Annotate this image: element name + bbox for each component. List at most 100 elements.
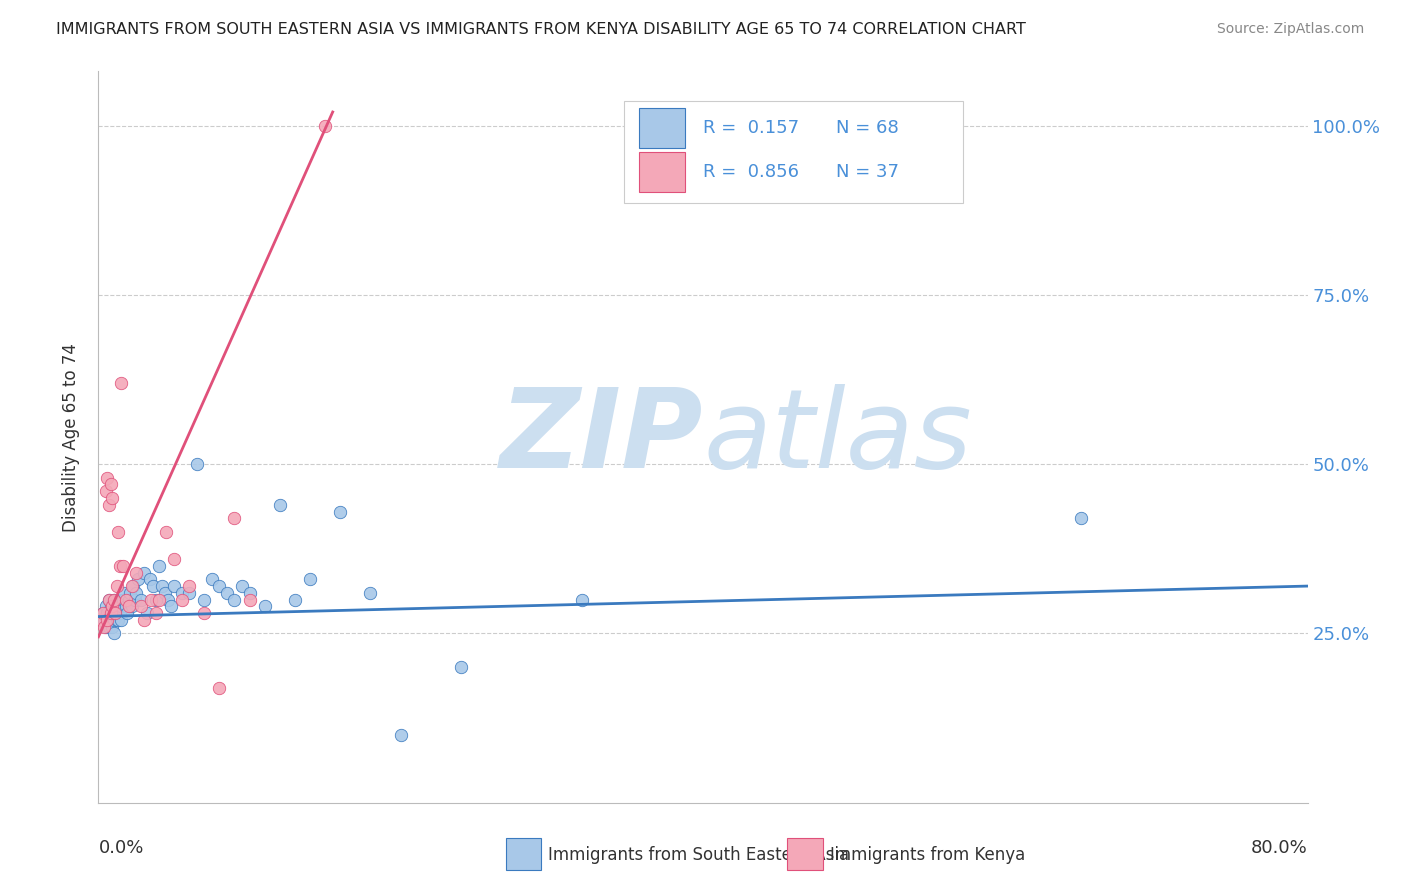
Point	[121, 579, 143, 593]
Point	[96, 471, 118, 485]
Point	[107, 524, 129, 539]
Point	[104, 599, 127, 614]
Text: N = 37: N = 37	[837, 163, 898, 181]
Point	[231, 579, 253, 593]
Point	[93, 613, 115, 627]
Point	[101, 620, 124, 634]
Point	[148, 592, 170, 607]
Point	[108, 558, 131, 573]
Text: 80.0%: 80.0%	[1251, 839, 1308, 857]
Point	[110, 599, 132, 614]
Point	[94, 620, 117, 634]
Text: Immigrants from South Eastern Asia: Immigrants from South Eastern Asia	[548, 846, 849, 863]
Point	[450, 660, 472, 674]
Text: Immigrants from Kenya: Immigrants from Kenya	[830, 846, 1025, 863]
Point	[90, 613, 112, 627]
Point	[100, 613, 122, 627]
Text: ZIP: ZIP	[499, 384, 703, 491]
Point	[163, 579, 186, 593]
Point	[360, 586, 382, 600]
Point	[224, 592, 246, 607]
Point	[104, 606, 127, 620]
Point	[101, 491, 124, 505]
Point	[103, 613, 125, 627]
Point	[101, 599, 124, 614]
Point	[153, 586, 176, 600]
Point	[96, 613, 118, 627]
Point	[122, 579, 145, 593]
Point	[120, 586, 142, 600]
Point	[118, 592, 141, 607]
FancyBboxPatch shape	[624, 101, 963, 203]
Point	[129, 592, 152, 607]
Point	[93, 620, 115, 634]
Point	[114, 599, 136, 614]
Point	[145, 592, 167, 607]
Point	[170, 586, 193, 600]
Point	[118, 599, 141, 614]
Point	[239, 592, 262, 607]
Point	[103, 626, 125, 640]
Point	[111, 592, 134, 607]
Text: IMMIGRANTS FROM SOUTH EASTERN ASIA VS IMMIGRANTS FROM KENYA DISABILITY AGE 65 TO: IMMIGRANTS FROM SOUTH EASTERN ASIA VS IM…	[56, 22, 1026, 37]
Point	[115, 606, 138, 620]
Point	[100, 477, 122, 491]
Text: R =  0.157: R = 0.157	[703, 119, 799, 137]
Point	[142, 579, 165, 593]
Point	[215, 586, 238, 600]
Point	[269, 498, 291, 512]
Point	[103, 592, 125, 607]
Point	[186, 457, 208, 471]
Point	[239, 586, 262, 600]
Point	[94, 599, 117, 614]
Point	[110, 376, 132, 390]
Point	[96, 606, 118, 620]
Point	[201, 572, 224, 586]
Point	[108, 592, 131, 607]
Point	[108, 606, 131, 620]
Text: 0.0%: 0.0%	[98, 839, 143, 857]
Point	[105, 592, 128, 607]
Point	[91, 606, 114, 620]
Point	[94, 484, 117, 499]
Point	[132, 566, 155, 580]
Point	[208, 579, 231, 593]
Point	[284, 592, 307, 607]
Point	[145, 606, 167, 620]
Point	[101, 606, 124, 620]
Point	[125, 586, 148, 600]
Point	[107, 613, 129, 627]
Point	[163, 552, 186, 566]
Point	[98, 498, 121, 512]
Point	[155, 524, 177, 539]
Point	[389, 728, 412, 742]
FancyBboxPatch shape	[638, 152, 685, 192]
Point	[224, 511, 246, 525]
Point	[571, 592, 593, 607]
Text: R =  0.856: R = 0.856	[703, 163, 799, 181]
Point	[100, 599, 122, 614]
Text: atlas: atlas	[703, 384, 972, 491]
Point	[107, 599, 129, 614]
Point	[112, 586, 135, 600]
Point	[139, 572, 162, 586]
Point	[98, 592, 121, 607]
Point	[91, 606, 114, 620]
Text: Source: ZipAtlas.com: Source: ZipAtlas.com	[1216, 22, 1364, 37]
Point	[96, 613, 118, 627]
Point	[1070, 511, 1092, 525]
Point	[125, 566, 148, 580]
Point	[132, 613, 155, 627]
Point	[314, 119, 336, 133]
Point	[127, 572, 149, 586]
Point	[100, 606, 122, 620]
FancyBboxPatch shape	[638, 108, 685, 148]
Point	[98, 592, 121, 607]
Text: N = 68: N = 68	[837, 119, 898, 137]
Point	[98, 620, 121, 634]
Point	[193, 592, 215, 607]
Point	[105, 613, 128, 627]
Point	[160, 599, 183, 614]
Point	[179, 579, 201, 593]
Point	[121, 599, 143, 614]
